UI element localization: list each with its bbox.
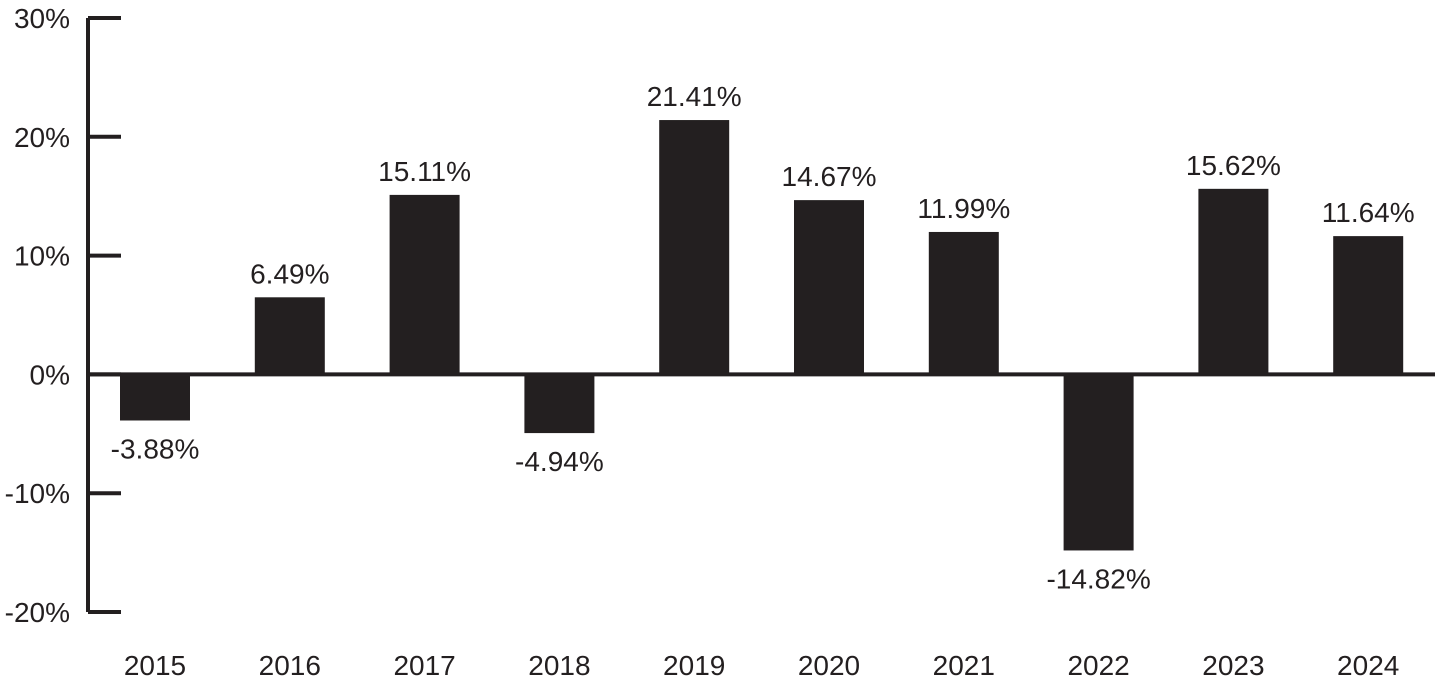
bar-2022 (1063, 374, 1134, 551)
data-label-2017: 15.11% (378, 156, 471, 187)
bar-2020 (794, 200, 864, 375)
data-label-2015: -3.88% (111, 433, 200, 464)
bar-2021 (928, 231, 999, 375)
x-tick-label-2016: 2016 (259, 650, 321, 681)
y-tick-label: 30% (14, 3, 70, 34)
chart-labels: -3.88% 2015 6.49% 2016 15.11% 2017 -4.94% 2018 2… (111, 81, 1415, 681)
bar-2015 (120, 374, 190, 421)
data-label-2019: 21.41% (647, 81, 742, 112)
data-label-2016: 6.49% (250, 258, 329, 289)
bar-2018 (524, 374, 595, 434)
y-tick-label: -10% (5, 478, 70, 509)
bar-2023 (1198, 188, 1269, 375)
y-tick-label: 20% (14, 122, 70, 153)
data-label-2022: -14.82% (1046, 563, 1150, 594)
data-label-2024: 11.64% (1322, 197, 1415, 228)
x-tick-label-2024: 2024 (1337, 650, 1399, 681)
data-label-2021: 11.99% (917, 193, 1010, 224)
y-tick-label: 0% (30, 359, 70, 390)
bar-2024 (1333, 236, 1404, 375)
y-tick-label: -20% (5, 597, 70, 628)
data-label-2018: -4.94% (515, 446, 604, 477)
x-tick-label-2017: 2017 (393, 650, 455, 681)
x-tick-label-2019: 2019 (663, 650, 725, 681)
bar-2019 (659, 120, 730, 375)
bar-2016 (254, 297, 325, 375)
x-tick-label-2018: 2018 (528, 650, 590, 681)
y-tick-label: 10% (14, 241, 70, 272)
x-tick-label-2021: 2021 (933, 650, 995, 681)
data-label-2020: 14.67% (782, 161, 877, 192)
x-tick-label-2015: 2015 (124, 650, 186, 681)
data-label-2023: 15.62% (1186, 150, 1281, 181)
chart-bars (120, 120, 1404, 551)
x-tick-label-2020: 2020 (798, 650, 860, 681)
x-tick-label-2023: 2023 (1202, 650, 1264, 681)
x-tick-label-2022: 2022 (1067, 650, 1129, 681)
bar-2017 (389, 194, 460, 375)
